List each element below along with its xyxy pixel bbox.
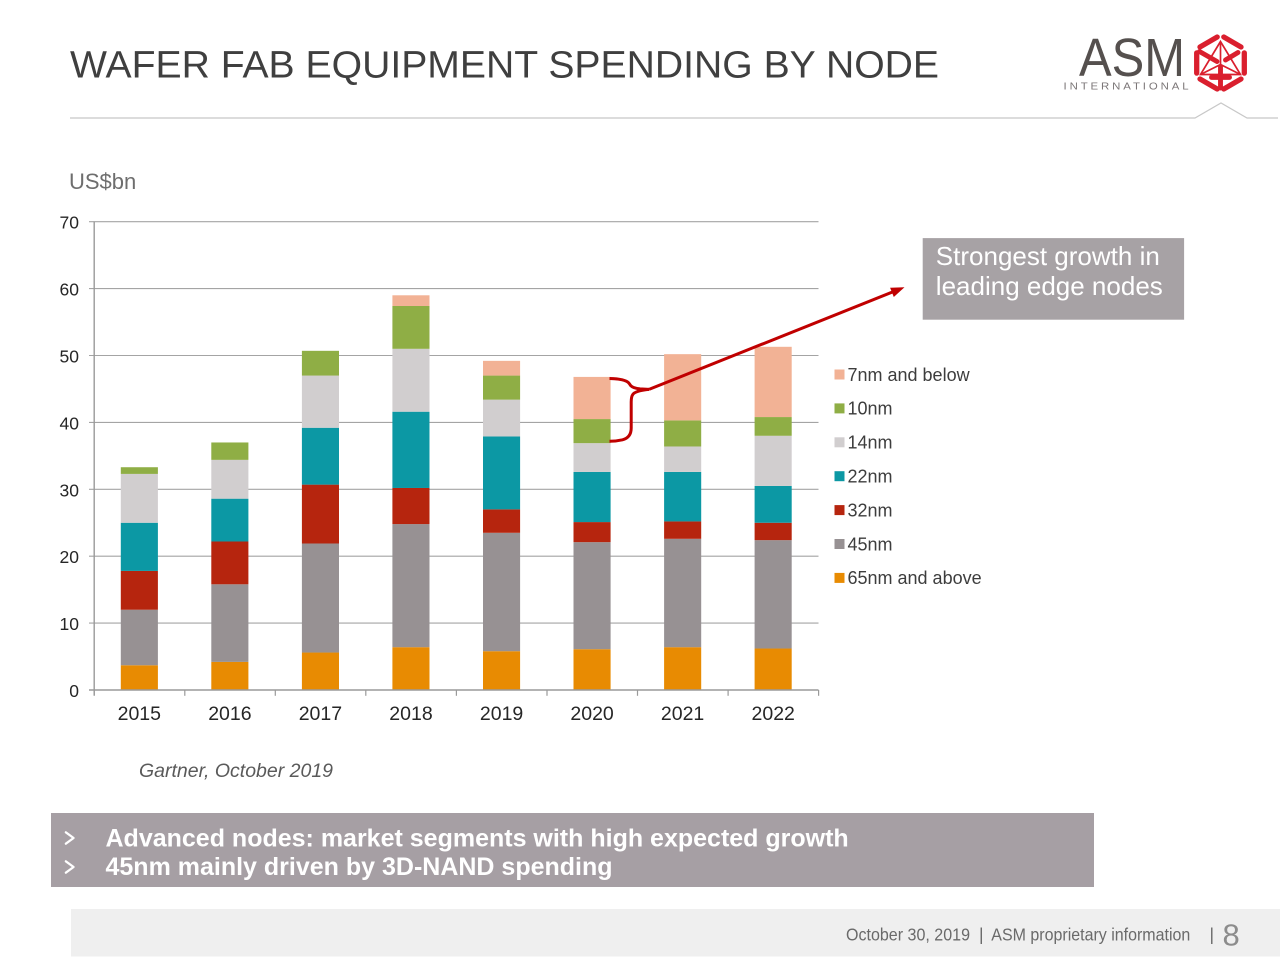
svg-text:70: 70: [60, 213, 80, 233]
svg-text:8: 8: [1223, 918, 1240, 953]
svg-text:22nm: 22nm: [848, 467, 893, 487]
svg-text:leading edge nodes: leading edge nodes: [936, 271, 1163, 301]
svg-text:2015: 2015: [118, 703, 162, 725]
svg-text:30: 30: [60, 480, 80, 500]
svg-text:7nm and below: 7nm and below: [848, 365, 971, 385]
svg-text:Advanced nodes: market segment: Advanced nodes: market segments with hig…: [106, 825, 849, 853]
svg-text:2019: 2019: [480, 703, 523, 725]
svg-text:0: 0: [69, 681, 79, 701]
svg-text:US$bn: US$bn: [69, 169, 136, 194]
svg-text:INTERNATIONAL: INTERNATIONAL: [1064, 82, 1192, 93]
svg-text:2017: 2017: [299, 703, 342, 725]
svg-text:40: 40: [60, 413, 80, 433]
svg-text:|: |: [1210, 924, 1215, 944]
svg-text:2022: 2022: [752, 703, 795, 725]
svg-text:|: |: [979, 924, 984, 944]
svg-text:October 30, 2019: October 30, 2019: [846, 924, 970, 944]
svg-text:14nm: 14nm: [848, 433, 893, 453]
svg-text:Strongest growth in: Strongest growth in: [936, 241, 1160, 271]
svg-text:2021: 2021: [661, 703, 704, 725]
svg-text:Gartner, October 2019: Gartner, October 2019: [139, 760, 333, 782]
svg-text:ASM proprietary information: ASM proprietary information: [991, 924, 1190, 944]
svg-text:45nm: 45nm: [848, 534, 893, 554]
svg-text:65nm and above: 65nm and above: [848, 568, 982, 588]
svg-text:10nm: 10nm: [848, 399, 893, 419]
svg-text:20: 20: [60, 547, 80, 567]
svg-text:WAFER FAB EQUIPMENT SPENDING B: WAFER FAB EQUIPMENT SPENDING BY NODE: [70, 45, 939, 87]
svg-text:10: 10: [60, 614, 80, 634]
svg-text:50: 50: [60, 347, 80, 367]
svg-text:2020: 2020: [570, 703, 614, 725]
svg-text:2018: 2018: [389, 703, 432, 725]
svg-text:ASM: ASM: [1079, 28, 1185, 88]
svg-text:2016: 2016: [208, 703, 251, 725]
svg-text:45nm mainly driven by 3D-NAND: 45nm mainly driven by 3D-NAND spending: [106, 853, 613, 881]
svg-text:32nm: 32nm: [848, 500, 893, 520]
svg-text:60: 60: [60, 280, 80, 300]
